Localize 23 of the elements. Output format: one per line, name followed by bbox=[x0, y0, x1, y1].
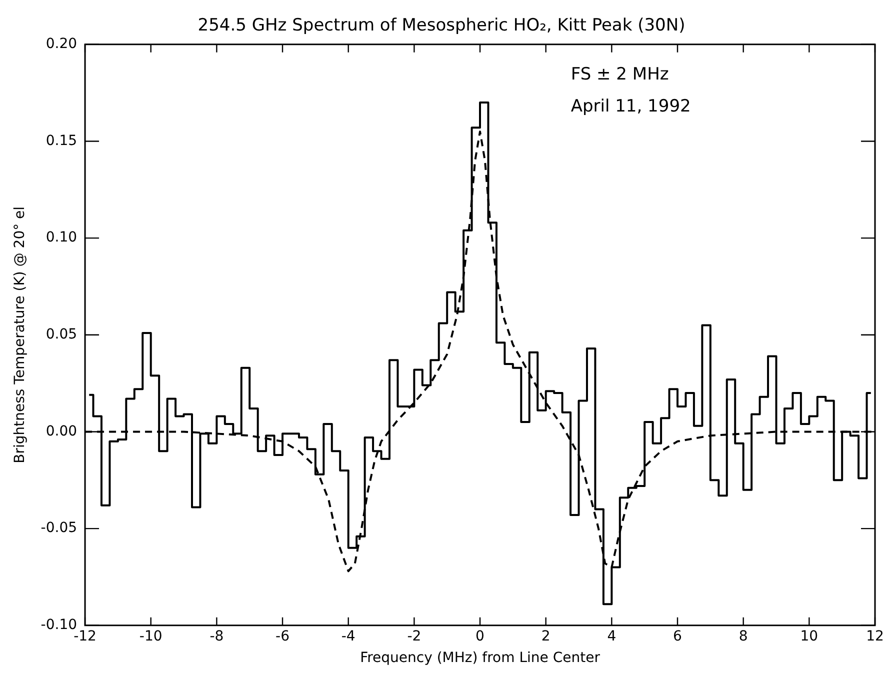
x-axis-title: Frequency (MHz) from Line Center bbox=[360, 650, 600, 666]
x-tick-label: 2 bbox=[541, 628, 550, 644]
x-tick-label: 6 bbox=[673, 628, 682, 644]
annotation: April 11, 1992 bbox=[570, 96, 691, 116]
y-tick-label: -0.05 bbox=[40, 520, 78, 536]
x-tick-label: -4 bbox=[341, 628, 356, 644]
x-tick-label: -2 bbox=[407, 628, 422, 644]
x-tick-label: -6 bbox=[276, 628, 290, 644]
y-tick-label: 0.10 bbox=[46, 230, 78, 246]
y-tick-label: 0.05 bbox=[46, 326, 78, 343]
y-tick-label: 0.20 bbox=[46, 36, 78, 52]
x-tick-label: 0 bbox=[476, 628, 484, 644]
x-tick-label: 4 bbox=[607, 628, 616, 644]
x-tick-label: -10 bbox=[139, 628, 162, 644]
y-tick-label: 0.00 bbox=[46, 423, 78, 440]
x-tick-label: 10 bbox=[800, 628, 818, 644]
y-axis-title: Brightness Temperature (K) @ 20° el bbox=[12, 206, 28, 464]
y-tick-label: 0.15 bbox=[46, 132, 78, 149]
x-tick-label: 8 bbox=[738, 628, 748, 644]
x-tick-label: -8 bbox=[210, 628, 224, 644]
chart-title: 254.5 GHz Spectrum of Mesospheric HO₂, Kitt Peak (30N) bbox=[198, 16, 686, 36]
annotation: FS ± 2 MHz bbox=[570, 64, 669, 84]
x-tick-label: 12 bbox=[866, 628, 884, 644]
